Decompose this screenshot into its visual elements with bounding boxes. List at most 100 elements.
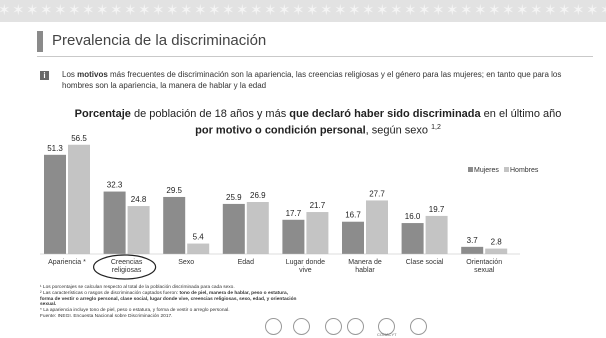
bar-mujeres [401,223,424,254]
band-star-icon: ✶ [334,2,347,19]
band-star-icon: ✶ [432,2,445,19]
category-label: hablar [355,267,375,274]
data-label: 16.7 [345,211,361,220]
bar-hombres [127,206,150,254]
band-star-icon: ✶ [250,2,263,19]
band-star-icon: ✶ [222,2,235,19]
band-star-icon: ✶ [320,2,333,19]
band-star-icon: ✶ [208,2,221,19]
chart-title-b3: por motivo o condición personal [195,124,366,137]
bar-mujeres [282,219,305,254]
band-star-icon: ✶ [26,2,39,19]
category-label: Apariencia * [48,259,86,266]
band-star-icon: ✶ [54,2,67,19]
top-decorative-band: ✶ ✶ ✶ ✶ ✶ ✶ ✶ ✶ ✶ ✶ ✶ ✶ ✶ ✶ ✶ ✶ ✶ ✶ ✶ ✶ ✶ ✶ ✶ ✶ ✶ ✶ ✶ ✶ ✶ ✶ ✶ ✶ ✶ ✶ ✶ ✶ ✶ ✶ ✶ ✶… [0,0,606,22]
category-label: Clase social [406,259,444,266]
intro-text: Los motivos más frecuentes de discrimina… [62,69,582,91]
footnote-2-lead: ² Las características o rasgos de discri… [40,290,180,296]
band-star-icon: ✶ [390,2,403,19]
band-star-icon: ✶ [530,2,543,19]
band-star-icon: ✶ [236,2,249,19]
highlight-circle [92,254,157,280]
bar-hombres [246,201,269,254]
footnote-3: * La apariencia incluye tono de piel, pe… [40,308,230,314]
data-label: 16.0 [405,212,421,221]
inegi-logo [265,318,282,335]
band-star-icon: ✶ [264,2,277,19]
category-label: sexual [474,267,495,274]
footnote-1: ¹ Los porcentajes se calculan respecto a… [40,285,235,290]
legend-label: Hombres [510,167,539,174]
band-star-icon: ✶ [516,2,529,19]
chart-title-t3: , según sexo [365,124,432,137]
category-label: vive [299,267,312,274]
footnote-2-bold: tono de piel, manera de hablar, peso o e… [40,290,297,308]
data-label: 3.7 [467,236,479,245]
title-accent-bar [37,31,43,52]
data-label: 27.7 [369,189,385,198]
band-star-icon: ✶ [572,2,585,19]
band-star-icon: ✶ [110,2,123,19]
band-star-icon: ✶ [362,2,375,19]
band-star-icon: ✶ [586,2,599,19]
band-star-icon: ✶ [306,2,319,19]
chart-title-t2: en el último año [480,108,562,120]
conacyt-logo [378,318,395,335]
band-star-icon: ✶ [278,2,291,19]
band-star-icon: ✶ [82,2,95,19]
bar-hombres [366,200,388,254]
bar-hombres [187,243,210,254]
intro-part2: más frecuentes de discriminación son la … [62,70,562,90]
category-label: Sexo [178,259,194,266]
data-label: 26.9 [250,191,266,200]
footnote-2: ² Las características o rasgos de discri… [40,291,300,308]
data-label: 17.7 [286,209,302,218]
chart-title-sup: 1,2 [431,124,441,131]
category-label: Lugar donde [286,259,325,266]
conapred-logo [347,318,364,335]
bar-hombres [306,212,329,254]
legend-swatch-mujeres [468,167,473,172]
data-label: 56.5 [71,134,87,143]
intro-part1: Los [62,70,78,79]
bar-mujeres [103,191,126,254]
info-icon: i [40,71,49,80]
unam-logo [325,318,342,335]
intro-bold: motivos [77,70,108,79]
legend-label: Mujeres [474,167,499,174]
band-star-icon: ✶ [124,2,137,19]
chart-title-b1: Porcentaje [74,108,131,120]
band-star-icon: ✶ [558,2,571,19]
bar-mujeres [44,154,66,254]
category-label: Orientación [466,259,502,266]
footnotes: ¹ Los porcentajes se calculan respecto a… [40,285,300,320]
band-star-icon: ✶ [96,2,109,19]
title-divider [37,56,593,57]
band-star-icon: ✶ [404,2,417,19]
band-star-icon: ✶ [152,2,165,19]
footnote-source: Fuente: INEGI. Encuesta Nacional sobre D… [40,313,173,319]
data-label: 32.3 [107,181,123,190]
data-label: 25.9 [226,193,242,202]
category-label: Edad [238,259,254,266]
bar-hombres [485,248,508,254]
band-star-icon: ✶ [418,2,431,19]
band-star-icon: ✶ [292,2,305,19]
seal-logo [293,318,310,335]
conacyt-label: CONACYT [377,332,397,337]
chart-title: Porcentaje de población de 18 años y más… [40,107,596,138]
partner-logo [410,318,427,335]
category-label: religiosas [112,267,142,274]
band-star-icon: ✶ [40,2,53,19]
legend-swatch-hombres [504,167,509,172]
category-label: Manera de [348,259,382,266]
page-title: Prevalencia de la discriminación [52,32,267,49]
band-star-icon: ✶ [488,2,501,19]
band-star-icon: ✶ [68,2,81,19]
band-star-icon: ✶ [474,2,487,19]
data-label: 5.4 [193,233,205,242]
bar-hombres [425,215,448,254]
bar-mujeres [222,203,245,254]
band-star-icon: ✶ [166,2,179,19]
band-star-icon: ✶ [138,2,151,19]
